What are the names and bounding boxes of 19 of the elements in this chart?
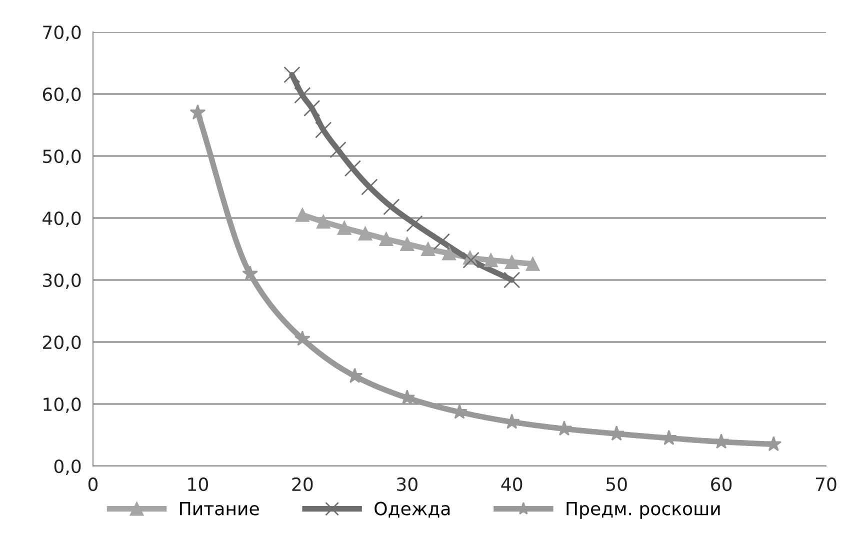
y-tick-label: 20,0 xyxy=(43,335,81,351)
x-tick-label: 30 xyxy=(397,477,418,492)
y-tick-label: 60,0 xyxy=(42,87,81,103)
x-tick-label: 0 xyxy=(88,477,98,492)
y-tick-label: 10,0 xyxy=(44,397,81,413)
x-tick-label: 40 xyxy=(501,477,522,492)
x-tick-label: 60 xyxy=(711,477,732,492)
y-tick-label: 40,0 xyxy=(42,211,81,227)
y-tick-label: 50,0 xyxy=(43,149,81,165)
legend-label: Питание xyxy=(180,502,259,516)
y-tick-label: 70,0 xyxy=(43,25,81,41)
y-tick-label: 30,0 xyxy=(43,273,81,289)
x-tick-label: 70 xyxy=(816,477,836,492)
x-tick-label: 50 xyxy=(606,477,627,492)
x-tick-label: 20 xyxy=(292,477,313,492)
legend-label: Предм. роскоши xyxy=(566,502,720,519)
x-tick-label: 10 xyxy=(188,477,208,492)
legend-label: Одежда xyxy=(374,502,450,518)
y-tick-label: 0,0 xyxy=(54,459,81,475)
